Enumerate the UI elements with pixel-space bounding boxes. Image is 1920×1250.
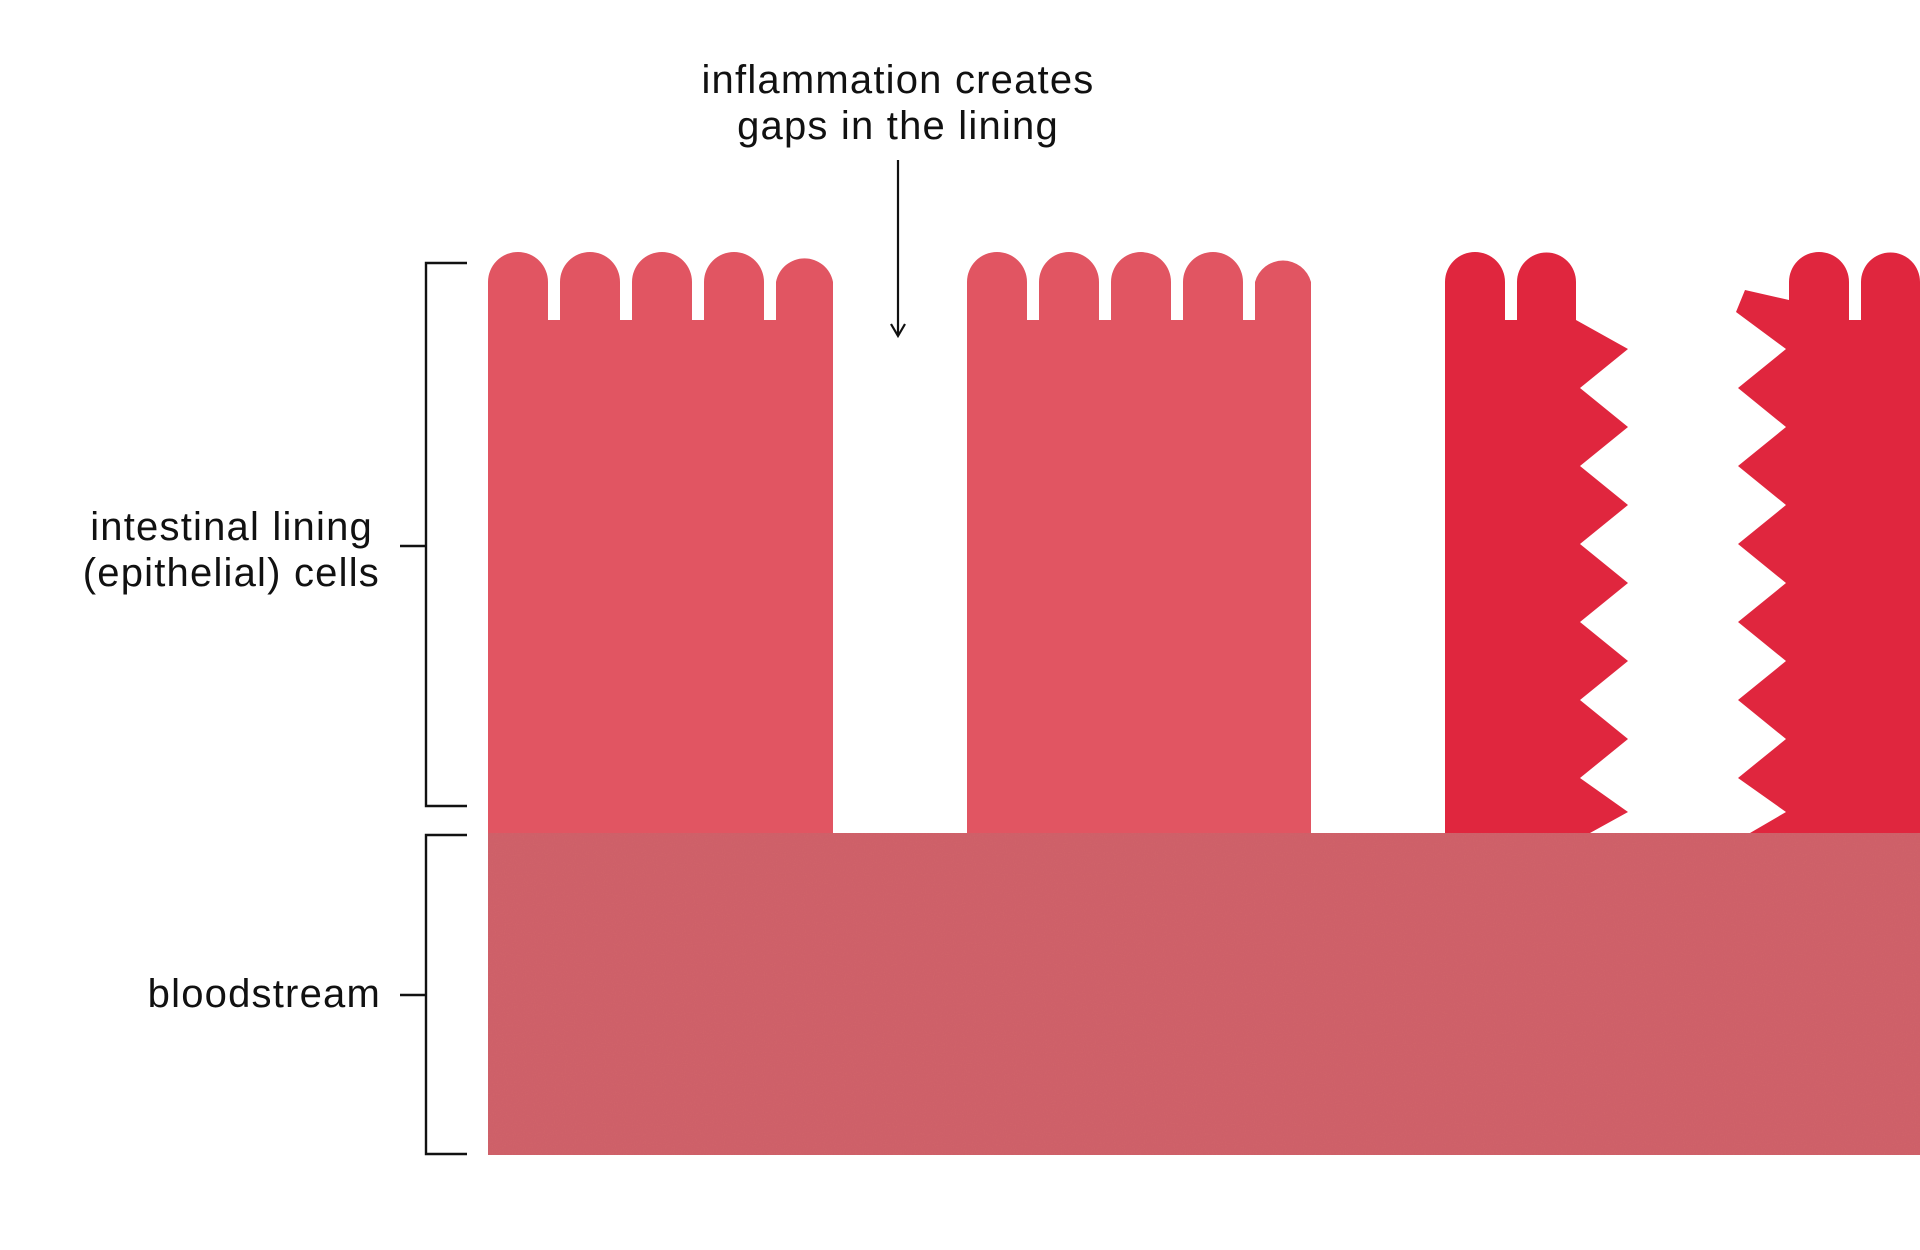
epithelial-cell-healthy-1 xyxy=(488,252,833,833)
epithelial-cell-inflamed-2 xyxy=(1736,252,1920,833)
bloodstream-label: bloodstream xyxy=(148,972,381,1016)
epithelial-cell-inflamed-1 xyxy=(1445,252,1628,833)
bloodstream-layer xyxy=(488,833,1920,1155)
annotation-line-1: inflammation creates xyxy=(701,58,1094,102)
epithelial-bracket xyxy=(400,261,467,808)
epithelial-label-line-1: intestinal lining xyxy=(90,505,373,549)
epithelial-label-line-2: (epithelial) cells xyxy=(83,551,380,595)
annotation-line-2: gaps in the lining xyxy=(737,104,1059,148)
annotation-arrow xyxy=(890,160,906,339)
bloodstream-bracket xyxy=(400,833,467,1156)
epithelial-cell-healthy-2 xyxy=(967,252,1311,833)
